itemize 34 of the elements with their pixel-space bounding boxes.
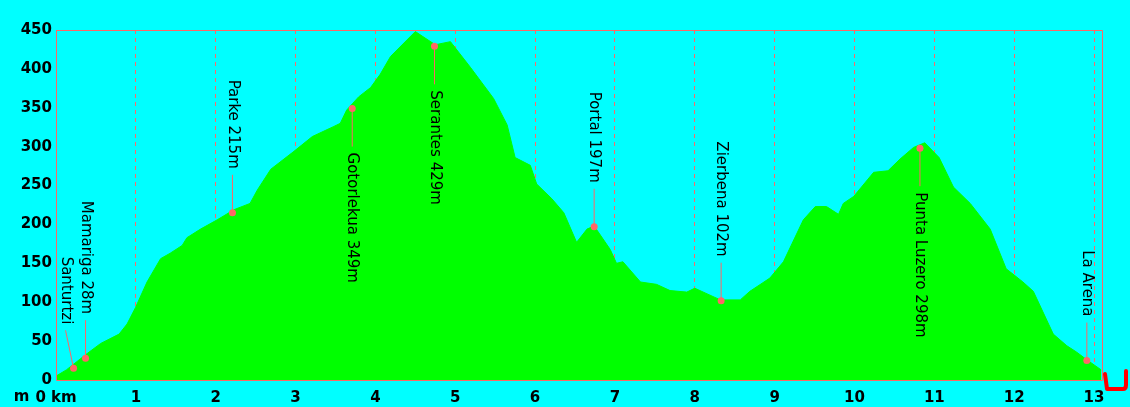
- x-tick-label: 5: [450, 387, 461, 406]
- y-tick-label: 350: [20, 97, 52, 116]
- y-tick-label: 100: [20, 292, 52, 311]
- y-tick-label: 250: [20, 175, 52, 194]
- annotation: Punta Luzero 298m: [912, 192, 931, 338]
- annotation: Mamariga 28m: [77, 200, 96, 315]
- y-tick-label: 450: [20, 19, 52, 38]
- annotation: Portal 197m: [586, 91, 605, 183]
- x-tick-label: 3: [290, 387, 301, 406]
- x-tick-label: 4: [370, 387, 381, 406]
- x-tick-label: 13: [1083, 387, 1105, 406]
- y-axis-title: m: [13, 387, 30, 406]
- x-tick-label: 6: [529, 387, 541, 406]
- annotation: La Arena: [1078, 250, 1097, 317]
- y-tick-label: 150: [20, 253, 52, 272]
- x-tick-label: 12: [1003, 387, 1025, 406]
- x-tick-label: 0 km: [35, 387, 77, 406]
- annotation: Gotorlekua 349m: [344, 152, 363, 283]
- x-tick-label: 11: [923, 387, 945, 406]
- y-tick-label: 200: [20, 214, 52, 233]
- annotation: Serantes 429m: [426, 90, 445, 205]
- y-tick-label: 50: [31, 331, 52, 349]
- annotation: Santurtzi: [57, 256, 76, 325]
- x-tick-label: 2: [210, 387, 221, 406]
- annotation: Parke 215m: [224, 79, 243, 169]
- annotation: Zierbena 102m: [713, 141, 732, 257]
- x-tick-label: 1: [130, 387, 142, 406]
- y-tick-label: 300: [20, 136, 52, 155]
- x-tick-label: 9: [769, 387, 780, 406]
- x-tick-label: 8: [689, 387, 700, 406]
- y-tick-label: 0: [41, 369, 52, 388]
- x-tick-label: 7: [609, 387, 621, 406]
- y-tick-label: 400: [20, 58, 52, 77]
- x-tick-label: 10: [844, 387, 865, 406]
